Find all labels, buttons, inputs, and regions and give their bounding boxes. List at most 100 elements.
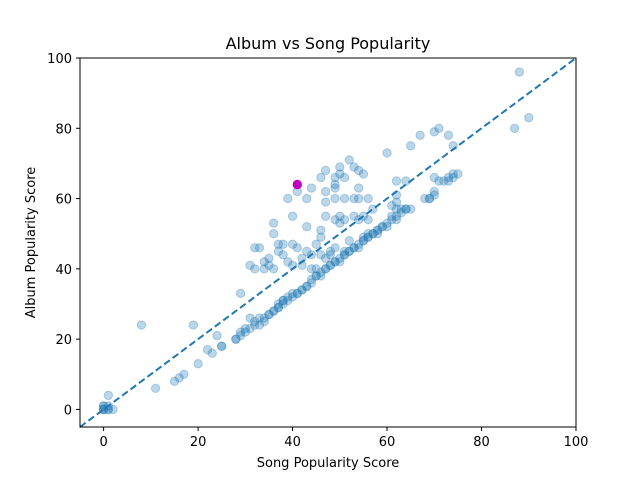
data-point xyxy=(306,274,317,285)
data-point xyxy=(330,172,340,183)
data-point xyxy=(387,200,397,211)
data-point xyxy=(358,236,369,246)
y-tick-label: 0 xyxy=(64,403,72,418)
data-point xyxy=(193,359,203,369)
y-tick-label: 100 xyxy=(47,52,72,67)
data-point xyxy=(212,330,222,341)
data-point xyxy=(415,130,425,141)
data-point xyxy=(405,141,416,151)
data-point xyxy=(354,183,364,193)
data-point xyxy=(283,292,293,302)
data-point xyxy=(429,186,439,197)
data-point xyxy=(259,313,269,323)
data-point xyxy=(330,243,340,253)
data-point xyxy=(311,239,321,249)
data-point xyxy=(231,334,241,344)
data-point xyxy=(292,288,302,299)
data-point xyxy=(453,169,463,179)
data-point xyxy=(339,250,350,260)
data-point xyxy=(259,264,269,274)
data-point xyxy=(335,169,345,179)
data-point xyxy=(278,239,288,249)
data-point xyxy=(335,162,345,172)
data-point xyxy=(306,183,317,193)
data-point xyxy=(169,376,180,387)
data-point xyxy=(287,211,298,221)
data-point xyxy=(443,176,454,186)
data-point xyxy=(302,281,312,292)
data-point xyxy=(325,250,336,260)
data-point xyxy=(391,211,402,221)
data-point xyxy=(509,123,520,133)
data-point xyxy=(358,169,369,179)
data-point xyxy=(405,204,416,214)
data-point xyxy=(339,250,350,260)
data-point xyxy=(179,369,189,379)
x-tick-label: 80 xyxy=(473,435,490,450)
data-point xyxy=(448,172,458,183)
data-point xyxy=(283,295,293,306)
data-point xyxy=(297,285,307,295)
data-point xyxy=(235,288,246,299)
data-point xyxy=(330,257,340,267)
data-point xyxy=(344,246,354,256)
data-point xyxy=(424,193,435,204)
data-point xyxy=(202,344,213,355)
data-point xyxy=(325,246,336,256)
data-point xyxy=(368,229,378,239)
data-point xyxy=(320,253,331,264)
data-point xyxy=(268,306,279,316)
data-point xyxy=(250,264,260,274)
data-point xyxy=(245,323,255,334)
reference-diagonal-line xyxy=(79,57,577,428)
data-point xyxy=(344,155,354,165)
data-point xyxy=(429,127,439,137)
data-point xyxy=(434,123,444,133)
data-point xyxy=(264,253,274,264)
data-point xyxy=(372,225,383,235)
data-point xyxy=(363,232,373,242)
chart-title: Album vs Song Popularity xyxy=(226,34,431,53)
data-point xyxy=(235,327,246,337)
data-point xyxy=(424,193,435,204)
data-point xyxy=(387,214,397,225)
data-point xyxy=(443,130,454,141)
data-point xyxy=(339,193,350,204)
data-point xyxy=(264,309,274,320)
data-point xyxy=(283,257,293,267)
data-point xyxy=(103,390,114,401)
data-point xyxy=(273,302,284,313)
y-tick-label: 20 xyxy=(55,333,72,348)
data-point xyxy=(439,176,449,186)
x-tick-label: 60 xyxy=(379,435,396,450)
data-point xyxy=(283,193,293,204)
data-point xyxy=(429,190,439,200)
data-point xyxy=(320,186,331,197)
data-point xyxy=(354,243,364,253)
data-point xyxy=(391,197,402,207)
data-point xyxy=(302,281,312,292)
data-point xyxy=(330,257,340,267)
data-point xyxy=(325,260,336,271)
data-point xyxy=(250,316,260,327)
data-point xyxy=(396,204,406,214)
data-point xyxy=(349,193,359,204)
data-point xyxy=(268,306,279,316)
data-point xyxy=(420,193,430,204)
data-point xyxy=(316,225,326,235)
data-point xyxy=(349,162,359,172)
data-point xyxy=(443,172,454,183)
data-point xyxy=(335,211,345,221)
data-point xyxy=(292,288,302,299)
data-point xyxy=(174,373,184,383)
data-point xyxy=(377,221,388,232)
data-point xyxy=(316,232,326,242)
data-point xyxy=(354,193,364,204)
data-point xyxy=(273,239,284,249)
data-point xyxy=(287,239,298,249)
axes-frame xyxy=(79,57,577,428)
data-point xyxy=(401,204,411,214)
data-point xyxy=(391,214,402,225)
data-point xyxy=(278,295,288,306)
data-point xyxy=(268,264,279,274)
